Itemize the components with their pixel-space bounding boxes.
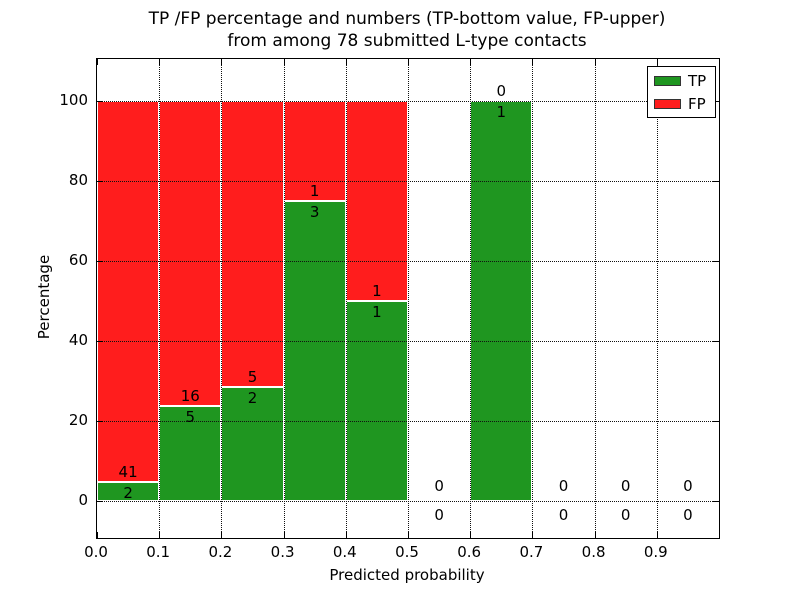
x-axis-label: Predicted probability	[329, 566, 485, 584]
bar-fp-segment	[97, 101, 160, 483]
tp-count-label: 0	[558, 506, 569, 524]
y-axis-label: Percentage	[35, 254, 53, 340]
y-tick-label: 100	[59, 91, 88, 109]
bar-fp-segment	[159, 101, 222, 406]
fp-color-swatch	[654, 98, 681, 109]
fp-count-label: 0	[683, 477, 693, 495]
bar-fp-segment	[283, 101, 346, 201]
legend-label-tp: TP	[688, 71, 707, 90]
legend-entry-fp: FP	[648, 96, 715, 112]
x-tick-label: 0.5	[395, 543, 419, 561]
fp-count-label: 0	[496, 82, 507, 100]
y-tick-label: 20	[68, 411, 88, 429]
tp-count-label: 2	[247, 388, 258, 407]
bar-fp-segment	[345, 101, 408, 301]
x-tick-label: 0.4	[332, 543, 357, 561]
tp-color-swatch	[654, 75, 681, 86]
tp-count-label: 0	[620, 506, 631, 524]
bar-tp-segment	[470, 101, 533, 501]
tp-count-label: 2	[123, 484, 133, 503]
x-tick-label: 0.6	[457, 543, 482, 561]
bar-tp-segment	[97, 482, 160, 501]
fp-count-label: 0	[558, 477, 569, 495]
chart-title-line2: from among 78 submitted L-type contacts	[227, 31, 587, 51]
fp-count-label: 16	[180, 386, 200, 405]
x-tick-label: 0.2	[208, 543, 233, 561]
fp-count-label: 5	[247, 367, 258, 386]
chart-title: TP /FP percentage and numbers (TP-bottom…	[96, 8, 718, 52]
x-tick-mark	[97, 59, 98, 65]
y-tick-label: 0	[78, 491, 88, 509]
fp-count-label: 0	[434, 477, 444, 495]
bar-layer	[97, 59, 719, 538]
x-tick-mark	[97, 532, 98, 538]
legend: TP FP	[647, 66, 716, 118]
tp-count-label: 0	[434, 506, 444, 524]
y-tick-label: 80	[68, 171, 88, 189]
plot-area: 41 2 16 5 5 2 1 3 1 1 0 0 0 1 0 0 0 0 0 0	[96, 58, 720, 539]
x-tick-label: 0.7	[519, 543, 544, 561]
legend-entry-tp: TP	[648, 73, 715, 89]
fp-count-label: 1	[372, 282, 382, 300]
x-tick-label: 0.9	[643, 543, 668, 561]
legend-label-fp: FP	[688, 94, 706, 113]
chart-title-line1: TP /FP percentage and numbers (TP-bottom…	[148, 9, 666, 29]
x-tick-label: 0.0	[84, 543, 108, 561]
tp-count-label: 1	[372, 303, 382, 321]
x-tick-label: 0.3	[270, 543, 295, 561]
tp-count-label: 1	[496, 103, 507, 121]
y-tick-label: 40	[68, 331, 88, 349]
tp-count-label: 5	[185, 407, 196, 426]
x-tick-label: 0.1	[146, 543, 171, 561]
bar-count-label-layer: 41 2 16 5 5 2 1 3 1 1 0 0 0 1 0 0 0 0 0 0	[97, 59, 719, 538]
y-tick-label: 60	[68, 251, 88, 269]
tp-count-label: 3	[309, 203, 320, 221]
fp-count-label: 1	[309, 182, 320, 200]
fp-count-label: 0	[620, 477, 631, 495]
x-tick-label: 0.8	[581, 543, 606, 561]
fp-count-label: 41	[118, 463, 138, 482]
tp-count-label: 0	[683, 506, 693, 524]
